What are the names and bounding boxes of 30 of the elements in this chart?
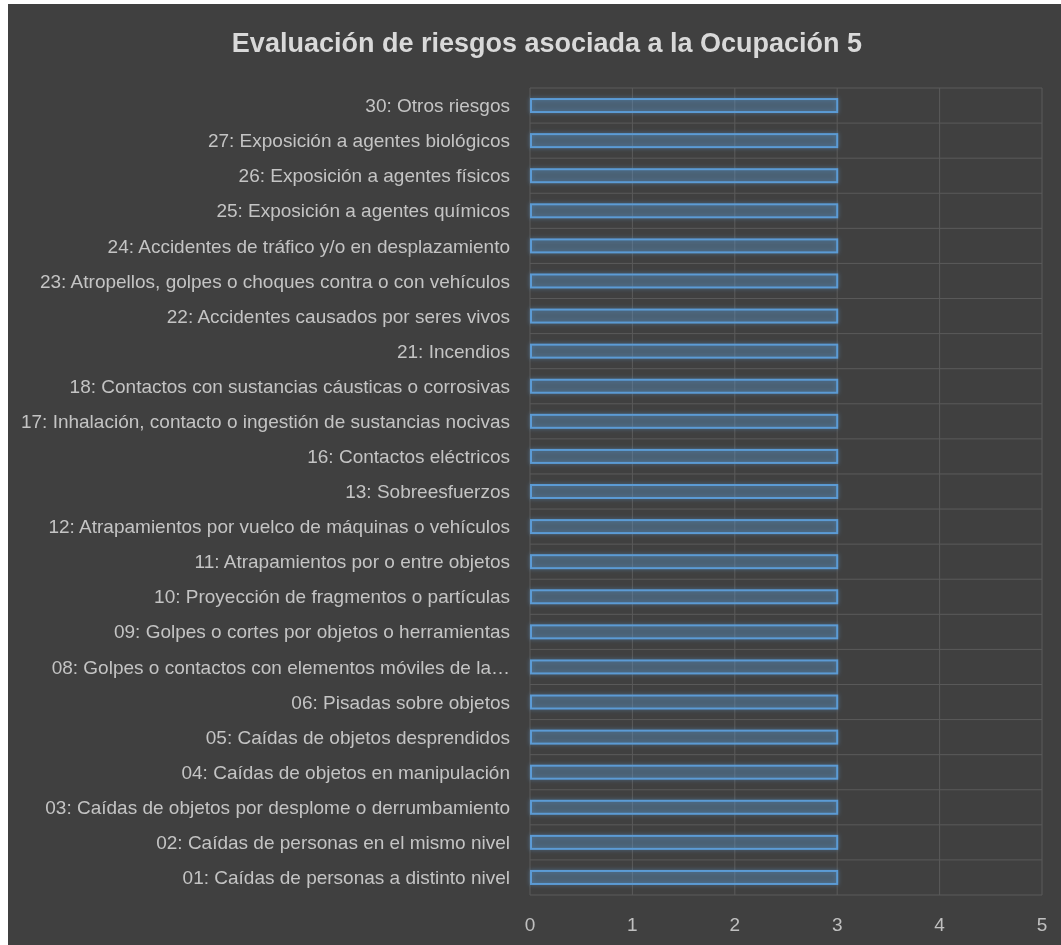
y-tick-label: 23: Atropellos, golpes o choques contra o con vehículos xyxy=(39,270,510,292)
y-tick-label: 03: Caídas de objetos por desplome o derrumbamiento xyxy=(45,796,510,818)
y-tick-label: 24: Accidentes de tráfico y/o en desplazamiento xyxy=(107,235,510,257)
y-tick-label: 18: Contactos con sustancias cáusticas o corrosivas xyxy=(69,375,510,397)
y-tick-label: 25: Exposición a agentes químicos xyxy=(216,200,510,222)
y-tick-label: 16: Contactos eléctricos xyxy=(307,446,510,468)
y-tick-label: 01: Caídas de personas a distinto nivel xyxy=(182,867,510,889)
x-tick-label: 4 xyxy=(934,913,946,935)
y-tick-label: 05: Caídas de objetos desprendidos xyxy=(205,726,510,748)
x-tick-label: 1 xyxy=(627,913,638,935)
y-tick-label: 26: Exposición a agentes físicos xyxy=(238,165,510,187)
y-tick-label: 10: Proyección de fragmentos o partículas xyxy=(154,586,510,608)
y-tick-label: 30: Otros riesgos xyxy=(365,95,510,117)
y-tick-label: 27: Exposición a agentes biológicos xyxy=(207,130,510,152)
y-tick-label: 04: Caídas de objetos en manipulación xyxy=(181,761,510,783)
x-tick-label: 3 xyxy=(831,913,843,935)
y-tick-label: 21: Incendios xyxy=(396,340,510,362)
x-tick-label: 0 xyxy=(524,913,536,935)
y-tick-label: 12: Atrapamientos por vuelco de máquinas o vehículos xyxy=(48,516,510,538)
chart-title: Evaluación de riesgos asociada a la Ocupación 5 xyxy=(231,28,863,59)
x-tick-label: 2 xyxy=(729,913,741,935)
y-tick-label: 11: Atrapamientos por o entre objetos xyxy=(194,551,510,573)
y-tick-label: 06: Pisadas sobre objetos xyxy=(291,691,510,713)
y-tick-label: 09: Golpes o cortes por objetos o herramientas xyxy=(113,621,510,643)
y-tick-label: 02: Caídas de personas en el mismo nivel xyxy=(156,832,510,854)
x-tick-label: 5 xyxy=(1036,913,1048,935)
y-tick-label: 17: Inhalación, contacto o ingestión de sustancias nocivas xyxy=(20,410,510,432)
y-tick-label: 22: Accidentes causados por seres vivos xyxy=(166,305,510,327)
y-tick-label: 13: Sobreesfuerzos xyxy=(345,481,510,503)
y-tick-label: 08: Golpes o contactos con elementos móviles de la… xyxy=(51,656,510,678)
